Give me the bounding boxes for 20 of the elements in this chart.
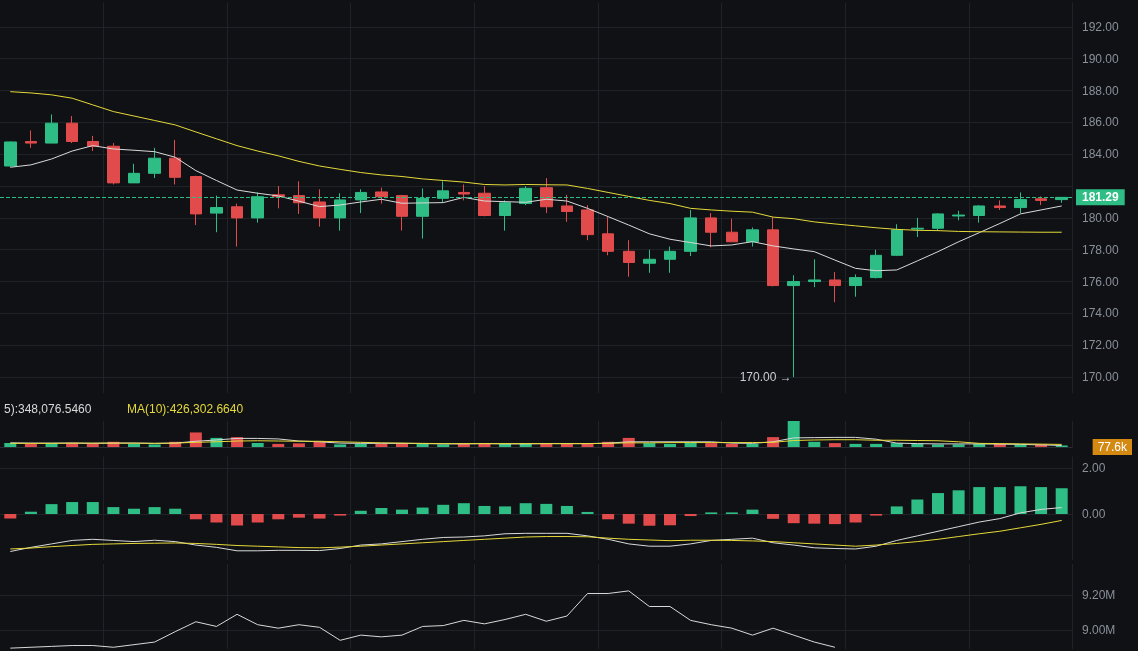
y-tick-label: 176.00 xyxy=(1082,274,1120,289)
y-tick-label: 2.00 xyxy=(1082,461,1106,475)
y-tick-label: 0.00 xyxy=(1082,507,1106,521)
y-tick-label: 188.00 xyxy=(1082,83,1120,98)
y-tick-label: 180.00 xyxy=(1082,210,1120,225)
y-tick-label: 192.00 xyxy=(1082,19,1120,34)
ref-line-label: 181.29 xyxy=(1082,190,1120,205)
annotation: 170.00 → xyxy=(739,370,792,385)
y-tick-label: 178.00 xyxy=(1082,242,1120,257)
y-tick-label: 172.00 xyxy=(1082,338,1120,353)
text: MA(10):426,302.6640 xyxy=(127,402,244,416)
y-tick-label: 170.00 xyxy=(1082,370,1120,385)
y-tick-label: 184.00 xyxy=(1082,147,1120,162)
y-tick-label: 9.00M xyxy=(1082,622,1116,637)
text: 77.6k xyxy=(1097,440,1128,454)
y-tick-label: 186.00 xyxy=(1082,115,1120,130)
text: 5):348,076.5460 xyxy=(4,402,92,416)
y-tick-label: 190.00 xyxy=(1082,51,1120,66)
y-tick-label: 9.20M xyxy=(1082,588,1116,603)
y-tick-label: 174.00 xyxy=(1082,306,1120,321)
